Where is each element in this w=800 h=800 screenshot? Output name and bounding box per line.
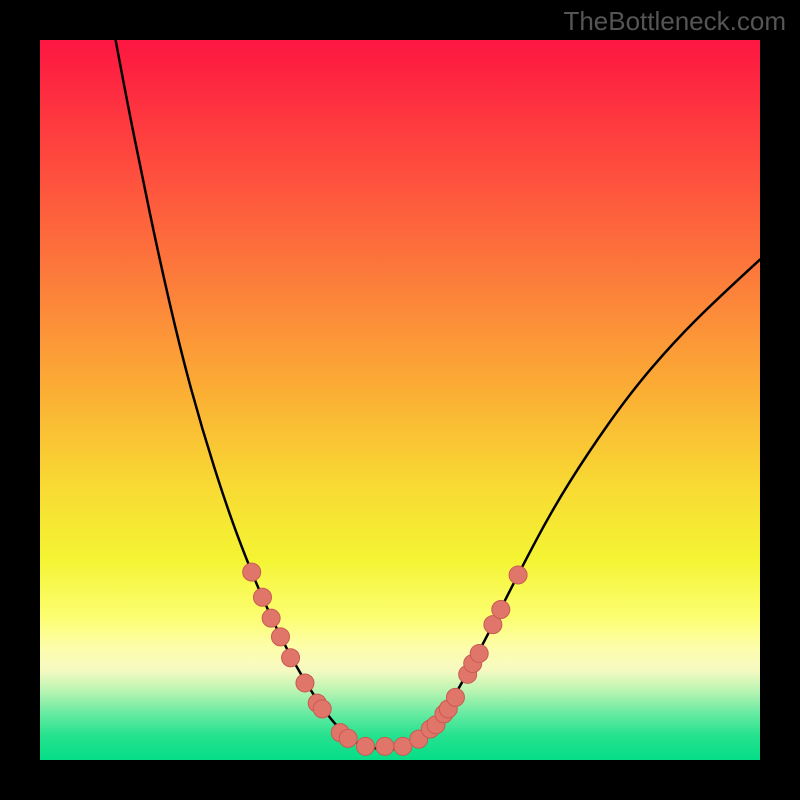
gpu-marker xyxy=(339,729,357,747)
bottleneck-chart xyxy=(40,40,760,760)
gpu-marker xyxy=(356,737,374,755)
gpu-marker xyxy=(509,566,527,584)
gpu-marker xyxy=(492,601,510,619)
gpu-marker xyxy=(262,609,280,627)
watermark-text: TheBottleneck.com xyxy=(563,6,786,37)
gpu-marker xyxy=(394,737,412,755)
chart-background-gradient xyxy=(40,40,760,760)
gpu-marker xyxy=(271,628,289,646)
gpu-marker xyxy=(470,644,488,662)
gpu-marker xyxy=(446,688,464,706)
gpu-marker xyxy=(313,700,331,718)
gpu-marker xyxy=(253,588,271,606)
gpu-marker xyxy=(296,674,314,692)
gpu-marker xyxy=(376,737,394,755)
gpu-marker xyxy=(243,563,261,581)
chart-plot-area xyxy=(40,40,760,760)
gpu-marker xyxy=(282,649,300,667)
